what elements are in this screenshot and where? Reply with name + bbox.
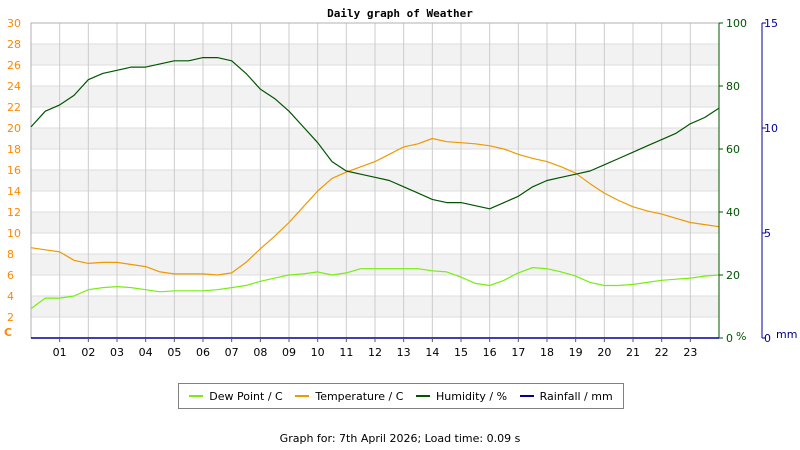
x-tick-label: 06 [196, 346, 210, 359]
left-tick-label: 20 [7, 122, 21, 135]
x-tick-label: 08 [253, 346, 267, 359]
legend-swatch-rainfall [519, 395, 534, 397]
left-tick-label: 18 [7, 143, 21, 156]
rain-tick-label: 0 [764, 332, 771, 345]
legend-swatch-dew-point [189, 395, 204, 397]
legend-label-temperature: Temperature / C [315, 389, 404, 403]
left-tick-label: 10 [7, 227, 21, 240]
left-tick-label: 28 [7, 38, 21, 51]
humidity-tick-label: 40 [726, 206, 740, 219]
x-tick-label: 10 [311, 346, 325, 359]
rain-tick-label: 15 [764, 17, 778, 30]
x-tick-label: 23 [683, 346, 697, 359]
humidity-axis-unit: % [736, 330, 746, 343]
x-tick-label: 19 [569, 346, 583, 359]
x-tick-label: 18 [540, 346, 554, 359]
left-tick-label: 4 [7, 290, 14, 303]
x-tick-label: 15 [454, 346, 468, 359]
plot-grid [31, 23, 719, 338]
x-tick-label: 02 [81, 346, 95, 359]
left-tick-label: 2 [7, 311, 14, 324]
rain-tick-label: 10 [764, 122, 778, 135]
humidity-tick-label: 20 [726, 269, 740, 282]
x-tick-label: 12 [368, 346, 382, 359]
x-tick-label: 05 [167, 346, 181, 359]
left-tick-label: 6 [7, 269, 14, 282]
rain-tick-label: 5 [764, 227, 771, 240]
humidity-tick-label: 100 [726, 17, 747, 30]
humidity-tick-label: 60 [726, 143, 740, 156]
legend-item-rainfall: Rainfall / mm [519, 389, 613, 403]
series-line-dew [30, 267, 720, 310]
legend-item-dew-point: Dew Point / C [189, 389, 283, 403]
left-tick-label: 26 [7, 59, 21, 72]
left-tick-label: 30 [7, 17, 21, 30]
left-tick-label: 24 [7, 80, 21, 93]
x-tick-label: 20 [597, 346, 611, 359]
x-tick-label: 03 [110, 346, 124, 359]
axes-layer: 01 02 03 04 05 06 07 08 09 10 11 12 13 14 15 16 17 18 19 20… [4, 17, 797, 359]
legend-swatch-temperature [295, 395, 310, 397]
left-tick-label: 12 [7, 206, 21, 219]
x-tick-label: 07 [225, 346, 239, 359]
footer-info: Graph for: 7th April 2026; Load time: 0.… [279, 432, 521, 445]
series-line-temperature [30, 137, 720, 276]
rain-axis-unit: mm [776, 328, 797, 341]
x-tick-label: 22 [655, 346, 669, 359]
x-tick-label: 21 [626, 346, 640, 359]
left-tick-label: 16 [7, 164, 21, 177]
x-tick-label: 16 [483, 346, 497, 359]
x-tick-label: 13 [397, 346, 411, 359]
left-axis-unit: C [4, 326, 12, 339]
left-tick-label: 22 [7, 101, 21, 114]
left-tick-label: 14 [7, 185, 21, 198]
x-tick-label: 17 [511, 346, 525, 359]
x-tick-label: 01 [53, 346, 67, 359]
legend-item-temperature: Temperature / C [295, 390, 403, 403]
legend-label-rainfall: Rainfall / mm [539, 389, 613, 403]
x-tick-label: 11 [339, 346, 353, 359]
legend-label-dew-point: Dew Point / C [209, 389, 283, 403]
humidity-tick-label: 80 [726, 80, 740, 93]
legend-label-humidity: Humidity / % [436, 389, 508, 403]
humidity-tick-label: 0 [726, 332, 733, 345]
legend-item-humidity: Humidity / % [416, 390, 507, 403]
legend: Dew Point / C Temperature / C Humidity /… [178, 383, 624, 409]
left-tick-label: 8 [7, 248, 14, 261]
x-tick-label: 09 [282, 346, 296, 359]
chart-title: Daily graph of Weather [327, 7, 473, 20]
series-line-humidity [30, 57, 720, 210]
legend-swatch-humidity [416, 395, 431, 397]
x-tick-label: 14 [425, 346, 439, 359]
x-tick-label: 04 [139, 346, 153, 359]
